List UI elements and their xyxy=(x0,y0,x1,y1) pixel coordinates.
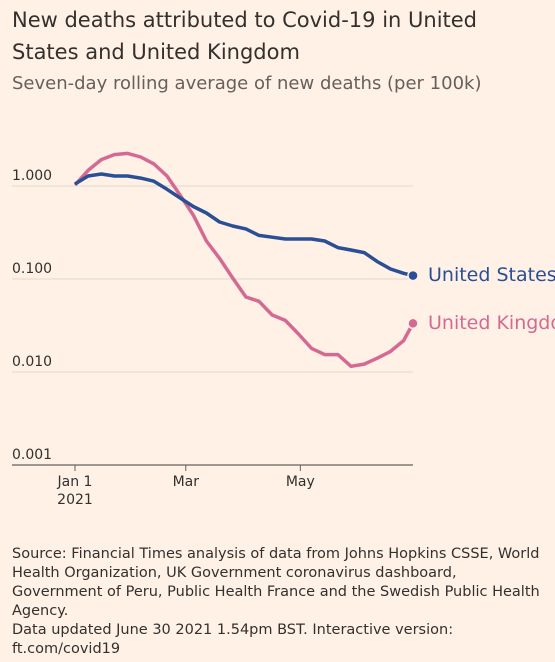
notes: Source: Financial Times analysis of data… xyxy=(12,545,547,659)
x-tick-label: Jan 1 xyxy=(57,474,93,490)
y-tick-label: 0.100 xyxy=(12,261,52,277)
y-tick-label: 0.001 xyxy=(12,447,52,463)
chart-subtitle: Seven-day rolling average of new deaths … xyxy=(12,73,482,94)
chart-title: New deaths attributed to Covid-19 in Uni… xyxy=(12,8,478,64)
series-line xyxy=(73,151,415,369)
x-tick-label: May xyxy=(286,474,315,490)
series-line xyxy=(74,172,414,278)
x-year-label: 2021 xyxy=(57,492,93,508)
end-dot xyxy=(407,269,419,282)
x-tick-label: Mar xyxy=(173,474,200,490)
source-note: Source: Financial Times analysis of data… xyxy=(12,546,540,619)
y-tick-label: 0.010 xyxy=(12,354,52,370)
y-tick-label: 1.000 xyxy=(12,168,52,184)
updated-note: Data updated June 30 2021 1.54pm BST. In… xyxy=(12,622,454,657)
legend-label: United States xyxy=(428,264,555,286)
chart: 0.001 0.010 0.100 1.000 Jan 1 2021 Mar May Unite… xyxy=(12,151,555,508)
legend-label: United Kingdom xyxy=(428,312,555,334)
end-dot xyxy=(407,317,419,330)
